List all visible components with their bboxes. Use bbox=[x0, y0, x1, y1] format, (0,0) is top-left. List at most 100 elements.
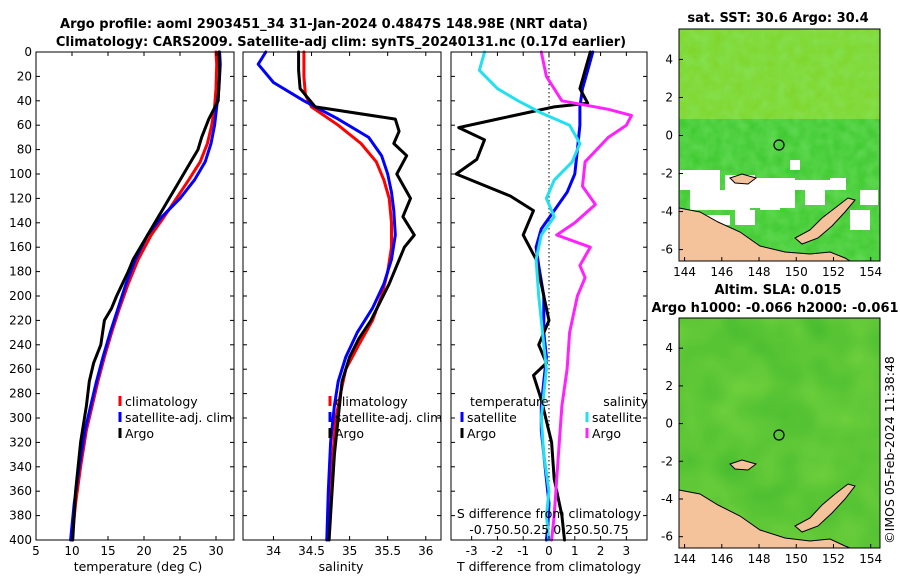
temp-legend-label: Argo bbox=[125, 426, 154, 441]
depth-tick-label: 240 bbox=[9, 338, 32, 352]
depth-tick-label: 200 bbox=[9, 289, 32, 303]
temp-xtick-label: 25 bbox=[172, 544, 187, 558]
sla-lon-label: 144 bbox=[673, 552, 696, 566]
temp-series-0 bbox=[70, 50, 219, 542]
sst-lon-label: 152 bbox=[822, 265, 845, 279]
sst-map-title: sat. SST: 30.6 Argo: 30.4 bbox=[687, 11, 868, 26]
sla-map-frame bbox=[678, 317, 881, 549]
diff-xtick-label: 0 bbox=[545, 544, 553, 558]
sst-lon-label: 146 bbox=[710, 265, 733, 279]
depth-tick-label: 400 bbox=[9, 533, 32, 547]
sst-lat-label: -4 bbox=[661, 205, 673, 219]
sst-land-newguinea bbox=[679, 207, 851, 261]
temp-xlabel: temperature (deg C) bbox=[74, 559, 203, 574]
sla-map-ticks: 144 146 148 150 152 154 4 2 0 -2 -4 -6 bbox=[661, 341, 882, 566]
diff-legend-label: Argo bbox=[592, 426, 621, 441]
temp-series-1 bbox=[69, 50, 222, 542]
diff-legend-label: Argo bbox=[467, 426, 496, 441]
depth-tick-label: 260 bbox=[9, 362, 32, 376]
sla-lat-label: 2 bbox=[665, 379, 673, 393]
diff-legend-label: satellite bbox=[467, 410, 517, 425]
depth-tick-label: 40 bbox=[17, 94, 32, 108]
sal-frame bbox=[242, 51, 442, 541]
temp-xtick-label: 10 bbox=[64, 544, 79, 558]
sla-lat-label: -4 bbox=[661, 492, 673, 506]
imos-credit: ©IMOS 05-Feb-2024 11:38:48 bbox=[882, 356, 897, 544]
depth-tick-label: 120 bbox=[9, 191, 32, 205]
diff-xtick-label: 1 bbox=[571, 544, 579, 558]
sst-lon-label: 144 bbox=[673, 265, 696, 279]
sal-series-0 bbox=[302, 50, 393, 542]
sla-lon-label: 154 bbox=[859, 552, 882, 566]
sla-map: Altim. SLA: 0.015 Argo h1000: -0.066 h20… bbox=[651, 283, 898, 566]
sst-lon-label: 154 bbox=[859, 265, 882, 279]
diff-series-2 bbox=[477, 50, 582, 542]
depth-tick-label: 20 bbox=[17, 69, 32, 83]
sla-lon-label: 152 bbox=[822, 552, 845, 566]
sal-xtick-label: 35.5 bbox=[374, 544, 401, 558]
temp-legend-label: climatology bbox=[125, 394, 198, 409]
sla-map-subtitle: Argo h1000: -0.066 h2000: -0.061 bbox=[651, 301, 898, 316]
sla-argo-marker bbox=[773, 429, 785, 441]
sal-legend-label: Argo bbox=[335, 426, 364, 441]
depth-tick-label: 60 bbox=[17, 118, 32, 132]
diff-legend-label: satellite bbox=[592, 410, 642, 425]
sal-legend-label: satellite-adj. clim bbox=[335, 410, 442, 425]
depth-tick-label: 100 bbox=[9, 167, 32, 181]
sal-xtick-label: 34.5 bbox=[298, 544, 325, 558]
sst-cloud-mask bbox=[680, 160, 878, 230]
depth-tick-label: 220 bbox=[9, 313, 32, 327]
sla-lat-label: -2 bbox=[661, 454, 673, 468]
sst-lat-label: 0 bbox=[665, 128, 673, 142]
diff-annotation-line2: -0.750.50.25 0.250.50.75 bbox=[469, 522, 629, 537]
sla-land-manus bbox=[729, 459, 758, 471]
sla-lon-label: 148 bbox=[748, 552, 771, 566]
depth-tick-label: 80 bbox=[17, 143, 32, 157]
depth-tick-label: 180 bbox=[9, 265, 32, 279]
sla-lat-label: 4 bbox=[665, 341, 673, 355]
sla-lat-label: 0 bbox=[665, 417, 673, 431]
figure-title-line1: Argo profile: aoml 2903451_34 31-Jan-202… bbox=[60, 17, 588, 32]
sst-lat-label: -2 bbox=[661, 167, 673, 181]
temp-xtick-label: 30 bbox=[208, 544, 223, 558]
sst-map-ticks: 144 146 148 150 152 154 4 2 0 -2 -4 -6 bbox=[661, 52, 882, 279]
diff-legend-heading: temperature bbox=[470, 394, 549, 409]
sal-xlabel: salinity bbox=[319, 559, 364, 574]
diff-annotation-line1: S difference from climatology bbox=[457, 506, 642, 521]
sst-lat-label: 2 bbox=[665, 90, 673, 104]
sst-map-frame bbox=[678, 28, 881, 262]
sal-xtick-label: 36 bbox=[418, 544, 433, 558]
sst-lat-label: -6 bbox=[661, 243, 673, 257]
diff-xlabel: T difference from climatology bbox=[456, 559, 642, 574]
diff-series-3 bbox=[539, 50, 633, 542]
temp-xtick-label: 15 bbox=[100, 544, 115, 558]
temp-frame bbox=[35, 51, 235, 541]
sst-lon-label: 148 bbox=[748, 265, 771, 279]
diff-xtick-label: -3 bbox=[466, 544, 478, 558]
diff-xtick-label: -1 bbox=[517, 544, 529, 558]
sal-series-2 bbox=[297, 50, 416, 542]
temp-xtick-label: 20 bbox=[136, 544, 151, 558]
diff-legend-heading: salinity bbox=[603, 394, 648, 409]
sla-map-title: Altim. SLA: 0.015 bbox=[715, 283, 842, 298]
sla-lon-label: 146 bbox=[710, 552, 733, 566]
salinity-panel: 34 34.5 35 35.5 36 climatologysatellite-adj. … bbox=[242, 50, 442, 558]
sal-legend-label: climatology bbox=[335, 394, 408, 409]
depth-tick-label: 300 bbox=[9, 411, 32, 425]
diff-xtick-label: -2 bbox=[491, 544, 503, 558]
diff-xtick-label: 3 bbox=[623, 544, 631, 558]
depth-tick-label: 360 bbox=[9, 484, 32, 498]
figure-title-line2: Climatology: CARS2009. Satellite-adj cli… bbox=[56, 35, 626, 50]
depth-tick-label: 140 bbox=[9, 216, 32, 230]
sla-lon-label: 150 bbox=[785, 552, 808, 566]
diff-xtick-label: 2 bbox=[597, 544, 605, 558]
difference-panel: -3 -2 -1 0 1 2 3temperaturesatelliteArgosalini… bbox=[450, 50, 649, 558]
temp-series-2 bbox=[71, 50, 222, 542]
temp-xtick-label: 5 bbox=[32, 544, 40, 558]
depth-tick-label: 280 bbox=[9, 387, 32, 401]
sla-land-newguinea bbox=[679, 489, 851, 548]
temp-legend-label: satellite-adj. clim bbox=[125, 410, 232, 425]
sst-land-newbritain bbox=[794, 197, 856, 245]
sst-argo-marker bbox=[773, 139, 785, 151]
